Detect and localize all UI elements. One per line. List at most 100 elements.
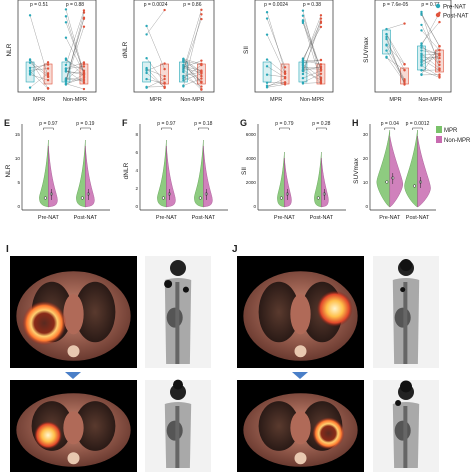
point-pre-nat (420, 69, 423, 72)
panel-letter-j: J (232, 244, 238, 255)
point-post-nat (200, 74, 203, 78)
y-tick-label: 10 (15, 156, 21, 161)
left-lung (258, 401, 300, 451)
point-pre-nat (265, 58, 269, 61)
point-pre-nat (64, 8, 68, 11)
comparison-bracket (43, 127, 54, 130)
point-pre-nat (265, 81, 269, 84)
violin-half-non-mpr (85, 145, 95, 208)
point-post-nat (163, 82, 166, 85)
median-mpr (161, 196, 165, 200)
lesion-uptake (395, 400, 402, 406)
point-post-nat (200, 69, 203, 72)
median-mpr (198, 196, 202, 200)
point-post-nat (200, 13, 203, 16)
point-pre-nat (265, 17, 269, 20)
point-post-nat (163, 77, 166, 81)
legend-marker (435, 3, 441, 9)
point-pre-nat (28, 86, 32, 89)
p-value: p = 0.19 (76, 121, 94, 127)
pair-line (386, 45, 405, 80)
pair-line (146, 9, 165, 35)
paired-plot-dnlr: dNLR p = 0.0024 MPR p = 0.86 Non-MPR (122, 0, 215, 103)
x-tick-label: Non-MPR (300, 97, 324, 103)
point-pre-nat (420, 55, 423, 59)
pair-line (302, 22, 322, 72)
point-post-nat (82, 17, 86, 20)
pair-line (386, 34, 405, 65)
lesion-uptake (182, 286, 189, 293)
point-pre-nat (145, 57, 148, 60)
spine (294, 345, 307, 358)
point-post-nat (438, 73, 441, 76)
pair-line (183, 61, 202, 82)
x-tick-label: Pre-NAT (274, 215, 296, 221)
point-pre-nat (265, 86, 269, 89)
point-post-nat (319, 20, 323, 23)
point-pre-nat (145, 24, 148, 28)
pair-line (266, 12, 286, 72)
pair-line (183, 64, 202, 83)
pair-line (421, 55, 440, 62)
pair-line (65, 73, 85, 85)
point-pre-nat (182, 60, 185, 64)
median-mpr (316, 196, 320, 200)
group-mpr (25, 14, 53, 90)
point-pre-nat (385, 55, 388, 59)
y-tick-label: 6000 (246, 132, 257, 137)
point-pre-nat (420, 46, 423, 49)
median-mpr (412, 184, 417, 188)
point-post-nat (438, 63, 441, 67)
violin-half-mpr (194, 139, 204, 208)
pair-line (266, 66, 286, 78)
spine-uptake (403, 406, 408, 468)
y-tick-label: 8 (135, 132, 138, 137)
point-post-nat (438, 44, 441, 48)
y-axis-label: dNLR (123, 162, 130, 179)
y-tick-label: 20 (363, 156, 369, 161)
point-pre-nat (301, 9, 305, 12)
pair-line (146, 78, 165, 84)
pair-line (183, 78, 202, 86)
p-value: p = 7.6e-05 (383, 2, 409, 8)
p-value: p = 0.97 (39, 121, 57, 127)
p-value: p = 0.79 (275, 121, 293, 127)
y-tick-label: 6 (135, 150, 138, 155)
mediastinum (290, 294, 311, 335)
violin-half-non-mpr (321, 157, 329, 208)
group-mpr (262, 11, 290, 89)
violin-post-nat: p = 0.28 (312, 121, 331, 208)
point-post-nat (46, 78, 50, 82)
y-axis-label: NLR (6, 43, 13, 56)
y-tick-label: 0 (365, 204, 368, 209)
panel-letter: E (4, 118, 10, 128)
y-axis-label: NLR (5, 164, 12, 177)
point-pre-nat (265, 73, 269, 76)
pair-line (421, 14, 440, 47)
point-pre-nat (265, 65, 269, 68)
pair-line (386, 36, 405, 84)
pair-line (302, 70, 322, 81)
pair-line (65, 9, 85, 74)
pair-line (421, 13, 440, 47)
p-value: p = 0.18 (194, 121, 212, 127)
comparison-bracket (161, 127, 172, 130)
ct-j-post (237, 380, 364, 472)
point-pre-nat (64, 63, 68, 67)
point-pre-nat (265, 11, 269, 14)
comparison-bracket (316, 127, 327, 130)
point-post-nat (403, 22, 406, 25)
pair-line (183, 76, 202, 87)
pair-line (30, 74, 49, 81)
point-pre-nat (420, 63, 423, 67)
x-tick-label: Post-NAT (192, 215, 216, 221)
row1-paired-plots: NLR p = 0.51 MPR p = 0.88 Non-MPR dNLR p = 0.0… (6, 0, 469, 103)
comparison-bracket (384, 127, 396, 130)
group-non-mpr (417, 10, 444, 79)
point-pre-nat (182, 75, 185, 79)
spine-uptake (403, 282, 408, 364)
point-post-nat (319, 58, 323, 62)
point-post-nat (200, 77, 203, 80)
